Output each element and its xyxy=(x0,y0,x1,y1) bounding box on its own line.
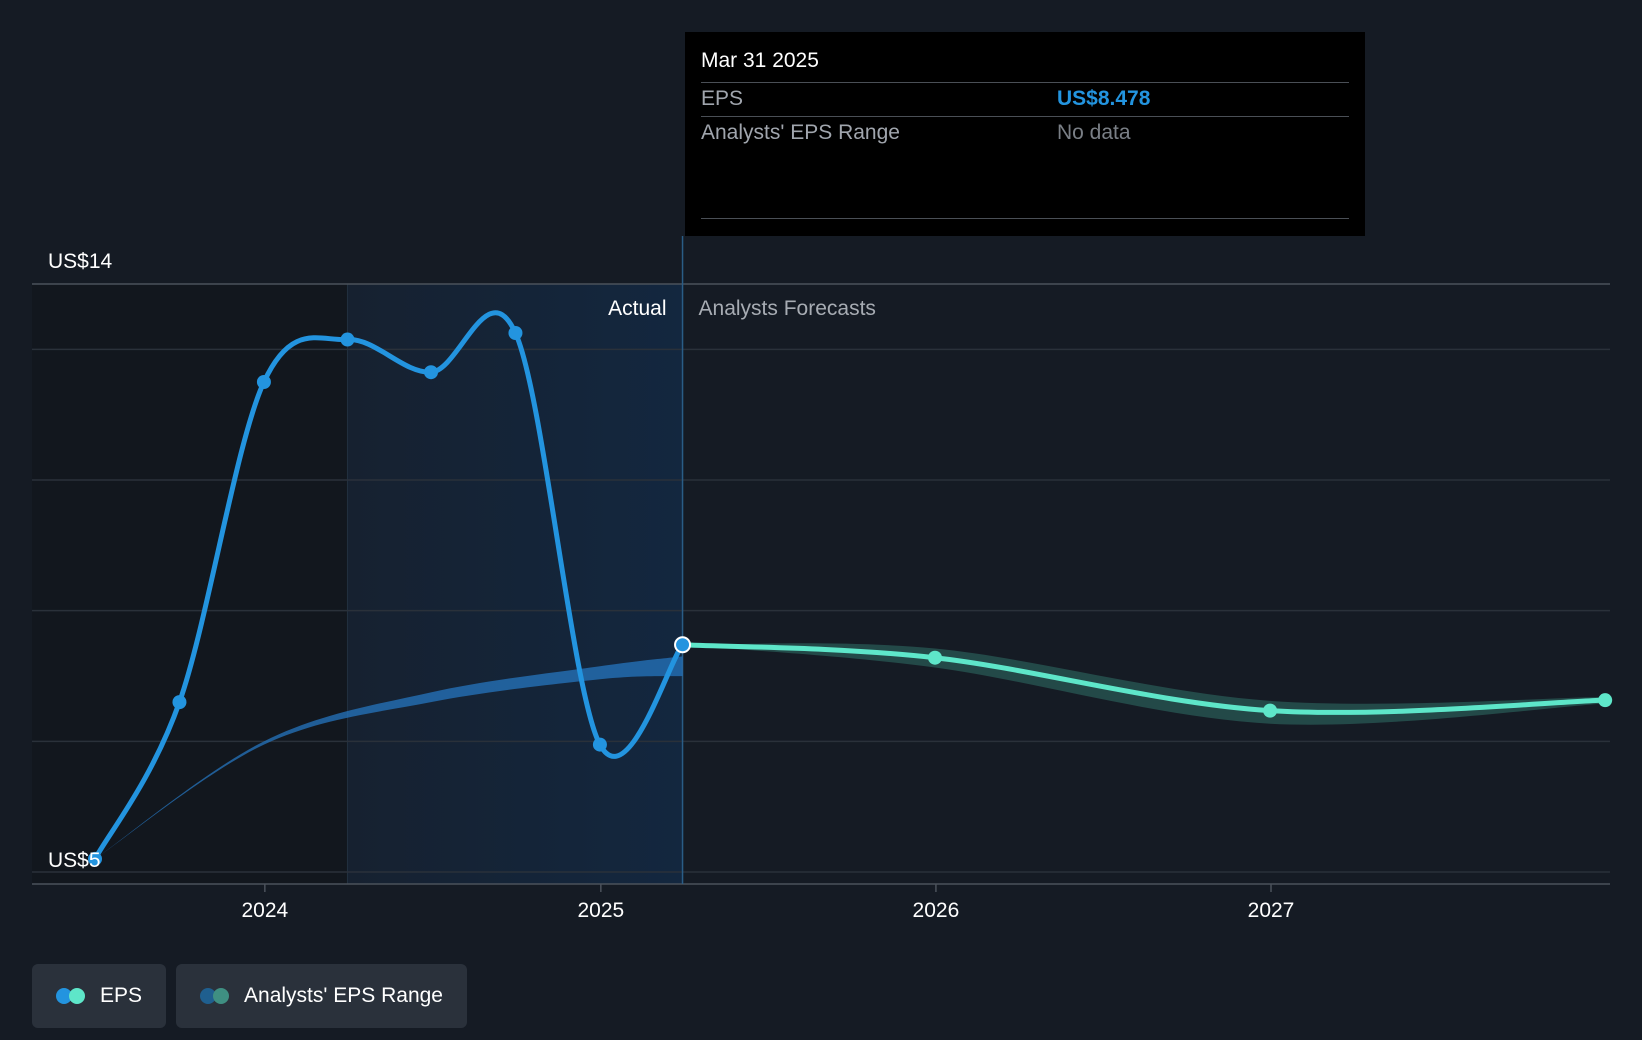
legend-eps-dot-forecast xyxy=(69,988,85,1004)
y-axis-label-min: US$5 xyxy=(48,849,101,872)
region-label-forecast: Analysts Forecasts xyxy=(699,297,876,320)
data-point-forecast xyxy=(1598,693,1613,708)
tooltip-range-value: No data xyxy=(1057,121,1131,144)
data-point-actual xyxy=(340,332,355,347)
analyst-range-band-actual xyxy=(95,656,683,859)
tooltip-eps-label: EPS xyxy=(701,87,744,110)
legend-range-dot-forecast xyxy=(213,988,230,1004)
legend-eps-dot-actual xyxy=(56,988,72,1004)
data-point-forecast xyxy=(1263,703,1278,718)
region-label-actual: Actual xyxy=(608,297,666,320)
series-line-actual xyxy=(92,310,686,862)
y-axis-label-max: US$14 xyxy=(48,250,113,273)
tooltip-range-label: Analysts' EPS Range xyxy=(701,121,900,144)
chart-legend: EPS Analysts' EPS Range xyxy=(32,964,467,1028)
legend-range-dot-actual xyxy=(200,988,217,1004)
data-point-actual xyxy=(172,695,187,710)
legend-eps-swatch-icon xyxy=(56,988,86,1004)
tooltip-row-eps: EPS US$8.478 xyxy=(701,82,1349,116)
series-line-forecast xyxy=(680,642,1608,715)
x-tick-label: 2026 xyxy=(913,899,960,922)
highlight-point xyxy=(674,636,692,654)
eps-tooltip: Mar 31 2025 EPS US$8.478 Analysts' EPS R… xyxy=(685,32,1365,236)
legend-range-label: Analysts' EPS Range xyxy=(244,984,443,1007)
x-tick-label: 2024 xyxy=(241,899,288,922)
x-tick-label: 2025 xyxy=(577,899,624,922)
data-point-actual xyxy=(256,375,271,389)
data-point-actual xyxy=(88,851,102,866)
tooltip-row-range: Analysts' EPS Range No data xyxy=(701,116,1349,150)
tooltip-divider xyxy=(701,218,1349,219)
legend-range-swatch-icon xyxy=(200,988,230,1004)
tooltip-eps-value: US$8.478 xyxy=(1057,87,1151,110)
tooltip-date: Mar 31 2025 xyxy=(701,49,819,72)
data-point-forecast xyxy=(928,650,942,665)
x-tick-label: 2027 xyxy=(1248,899,1295,922)
data-point-actual xyxy=(508,326,523,340)
legend-eps-label: EPS xyxy=(100,984,143,1007)
data-point-actual xyxy=(424,365,438,380)
analyst-range-band-forecast xyxy=(682,643,1606,725)
past-background xyxy=(32,284,348,884)
legend-item-eps[interactable]: EPS xyxy=(32,964,167,1028)
data-point-actual xyxy=(592,737,607,752)
actual-region-shade xyxy=(347,284,683,884)
legend-item-range[interactable]: Analysts' EPS Range xyxy=(176,964,467,1028)
